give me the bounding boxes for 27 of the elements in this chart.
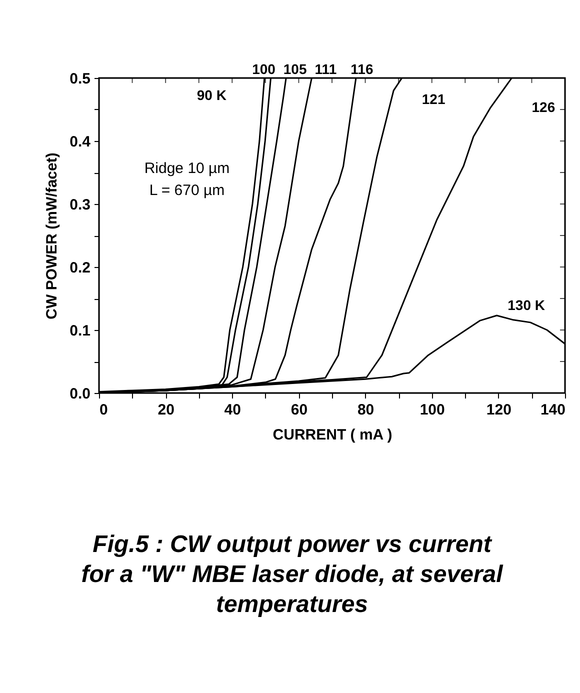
y-tick-label: 0.3: [70, 196, 90, 214]
text: Fig.5 : CW output power vs current for a "W" MBE laser diode, at several temperatures: [81, 531, 504, 618]
x-tick-label: 0: [100, 402, 108, 418]
series-label: 111: [314, 61, 337, 77]
series-label: 105: [283, 61, 307, 77]
y-axis-title: CW POWER (mW/facet): [44, 152, 61, 320]
y-tick-label: 0.0: [70, 386, 90, 402]
series-label: 100: [252, 61, 276, 77]
y-tick-label: 0.1: [70, 322, 90, 340]
x-axis-title: CURRENT ( mA ): [272, 426, 392, 444]
x-tick-label: 20: [158, 402, 174, 418]
x-tick-label: 80: [357, 402, 374, 418]
series-label: 130 K: [508, 296, 545, 313]
x-tick-label: 40: [224, 402, 241, 418]
legend-label: 126: [532, 99, 556, 115]
y-tick-label: 0.4: [70, 134, 92, 150]
y-tick-label: 0.5: [70, 70, 90, 88]
x-tick-label: 140: [540, 402, 566, 418]
x-tick-label: 60: [290, 402, 308, 418]
y-tick-label: 0.2: [70, 260, 90, 276]
annotation: L = 670 µm: [149, 182, 225, 199]
legend-label: 90 K: [196, 87, 226, 103]
annotation: Ridge 10 µm: [144, 160, 230, 177]
x-tick-label: 100: [420, 402, 445, 418]
x-tick-label: 120: [486, 402, 512, 418]
series-label: 116: [350, 61, 374, 77]
legend-label: 121: [422, 91, 446, 107]
